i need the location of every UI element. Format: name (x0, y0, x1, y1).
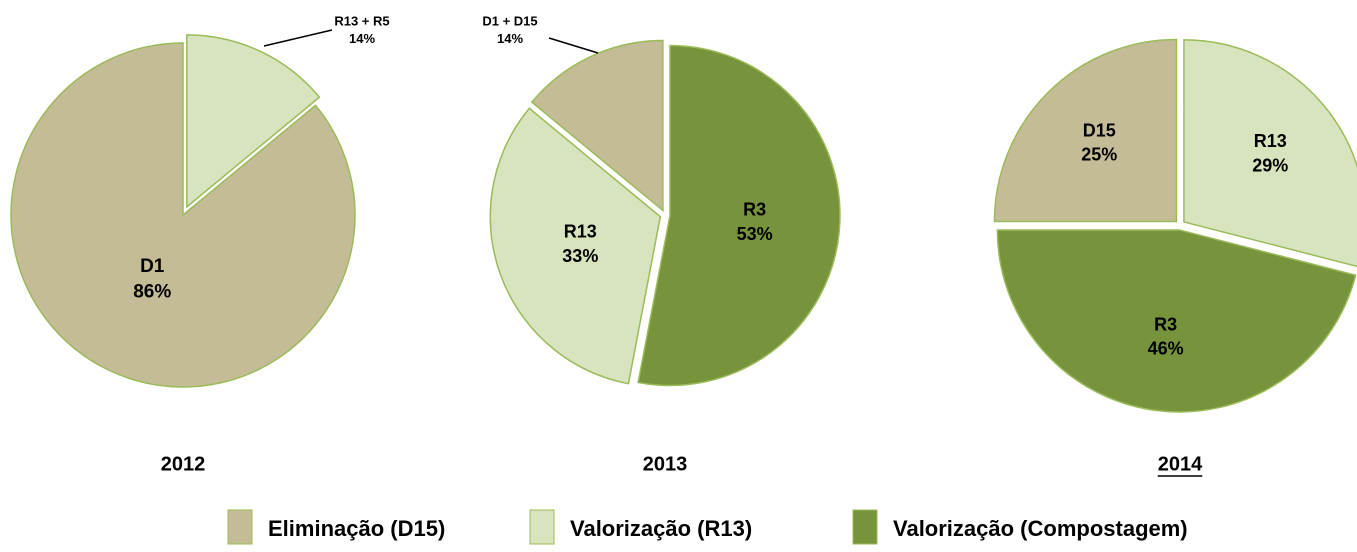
slice-value-label: 14% (497, 31, 523, 46)
leader-line (263, 29, 333, 47)
slice-label: R13 (1254, 131, 1287, 151)
slice-label: D15 (1083, 120, 1116, 140)
pie-slice (1183, 39, 1357, 268)
pie-slice (530, 39, 664, 213)
pie-title: 2014 (1158, 453, 1203, 475)
legend-swatch (529, 509, 555, 545)
legend-label: Eliminação (D15) (268, 516, 445, 541)
legend-label: Valorização (R13) (570, 516, 752, 541)
slice-label: R3 (743, 200, 766, 220)
pie-slice (489, 107, 662, 385)
legend-swatch (227, 509, 253, 545)
slice-value-label: 25% (1081, 145, 1117, 165)
slice-label: R13 (564, 222, 597, 242)
pie-title: 2012 (161, 453, 206, 475)
slice-label: D1 (140, 256, 165, 277)
pie-slice (637, 44, 841, 387)
legend-label: Valorização (Compostagem) (893, 516, 1188, 541)
slice-value-label: 33% (562, 246, 598, 266)
pie-slice (993, 38, 1178, 223)
legend-swatch (852, 509, 878, 545)
slice-label: D1 + D15 (482, 13, 537, 28)
pie-slice (996, 229, 1357, 413)
pie-slice (10, 42, 356, 388)
slice-value-label: 46% (1148, 339, 1184, 359)
slice-value-label: 53% (737, 224, 773, 244)
slice-label: R13 + R5 (334, 13, 389, 28)
slice-value-label: 86% (133, 282, 171, 303)
leader-line (548, 37, 599, 54)
pie-slice (186, 34, 321, 209)
slice-value-label: 14% (349, 31, 375, 46)
slice-label: R3 (1154, 314, 1177, 334)
pie-title: 2013 (643, 453, 688, 475)
slice-value-label: 29% (1252, 155, 1288, 175)
